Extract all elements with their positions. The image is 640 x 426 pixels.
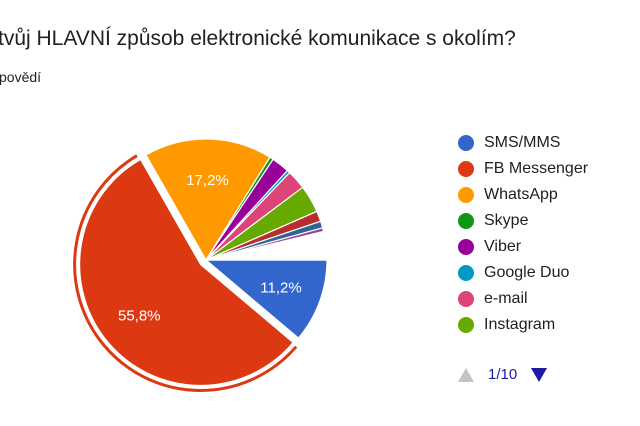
pie-slice-sms-mms[interactable] (204, 259, 328, 339)
legend-item[interactable]: WhatsApp (458, 182, 588, 208)
pie-slice-highlight-ring (73, 154, 298, 392)
pie-slices (73, 138, 328, 392)
legend-item[interactable]: Skype (458, 208, 588, 234)
pie-slice-value-label: 11,2% (260, 279, 301, 296)
legend-label: Skype (484, 212, 529, 229)
legend-label: WhatsApp (484, 186, 558, 203)
legend-swatch (458, 213, 474, 229)
chart-legend: SMS/MMS FB Messenger WhatsApp Skype Viber Goo… (458, 130, 588, 338)
legend-swatch (458, 317, 474, 333)
legend-label: Instagram (484, 316, 556, 333)
legend-item[interactable]: e-mail (458, 286, 588, 312)
legend-swatch (458, 291, 474, 307)
legend-label: e-mail (484, 290, 528, 307)
responses-count-label: povědí (0, 69, 42, 85)
legend-item[interactable]: Viber (458, 234, 588, 260)
legend-swatch (458, 187, 474, 203)
pie-slice-fb-messenger[interactable] (79, 158, 294, 387)
pie-slice-unlabeled-11[interactable] (205, 230, 328, 261)
pie-slice-value-label: 17,2% (186, 172, 229, 189)
legend-label: FB Messenger (484, 160, 589, 177)
legend-item[interactable]: Google Duo (458, 260, 588, 286)
legend-swatch (458, 265, 474, 281)
legend-page-indicator: 1/10 (488, 366, 518, 383)
legend-pager: 1/10 (458, 366, 548, 383)
legend-swatch (458, 135, 474, 151)
legend-item[interactable]: SMS/MMS (458, 130, 588, 156)
legend-item[interactable]: Instagram (458, 312, 588, 338)
legend-previous-page-icon (458, 367, 474, 382)
legend-next-page-icon[interactable] (531, 367, 548, 382)
legend-item[interactable]: FB Messenger (458, 156, 588, 182)
pie-slice-labels: 11,2% 55,8% 17,2% (118, 172, 302, 324)
question-title: tvůj HLAVNÍ způsob elektronické komunika… (0, 27, 516, 50)
legend-swatch (458, 239, 474, 255)
legend-label: Viber (484, 238, 522, 255)
legend-label: SMS/MMS (484, 134, 561, 151)
pie-slice-whatsapp[interactable] (145, 138, 271, 262)
legend-label: Google Duo (484, 264, 570, 281)
legend-swatch (458, 161, 474, 177)
pie-slice-value-label: 55,8% (118, 308, 161, 325)
